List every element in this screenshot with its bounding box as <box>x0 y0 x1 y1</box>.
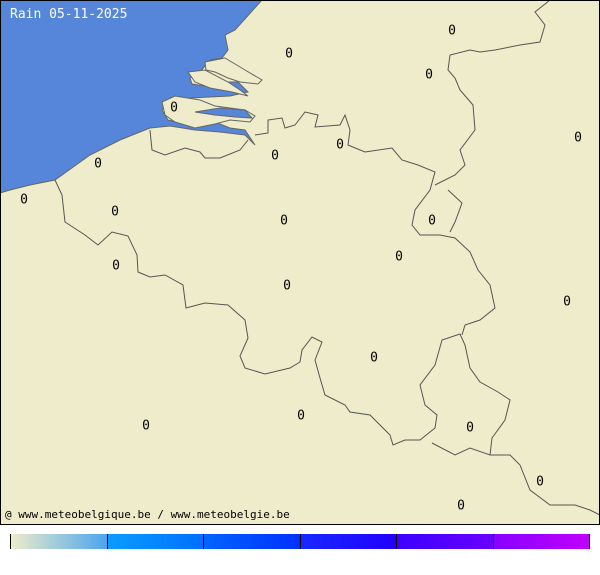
colorbar-segment <box>106 534 203 549</box>
station-value: 0 <box>370 350 378 366</box>
station-value: 0 <box>20 192 28 208</box>
station-value: 0 <box>336 137 344 153</box>
station-value: 0 <box>428 213 436 229</box>
station-value: 0 <box>285 46 293 62</box>
station-value: 0 <box>457 498 465 514</box>
station-value: 0 <box>536 474 544 490</box>
station-value: 0 <box>112 258 120 274</box>
station-value: 0 <box>574 130 582 146</box>
station-value: 0 <box>297 408 305 424</box>
station-value: 0 <box>283 278 291 294</box>
inlet <box>194 107 254 119</box>
credit-text: @ www.meteobelgique.be / www.meteobelgie… <box>5 508 290 521</box>
colorbar-segment <box>299 534 396 549</box>
station-value: 0 <box>448 23 456 39</box>
station-value: 0 <box>142 418 150 434</box>
map-title: Rain 05-11-2025 <box>10 7 128 22</box>
station-value: 0 <box>170 100 178 116</box>
station-value: 0 <box>563 294 571 310</box>
borders <box>54 0 600 516</box>
station-value: 0 <box>271 148 279 164</box>
colorbar-segment <box>10 534 107 549</box>
colorbar-legend <box>10 534 590 549</box>
station-value: 0 <box>111 204 119 220</box>
station-value: 0 <box>425 67 433 83</box>
station-value: 0 <box>466 420 474 436</box>
colorbar-segment <box>396 534 493 549</box>
station-value: 0 <box>280 213 288 229</box>
island-2 <box>187 69 249 97</box>
rain-map <box>0 0 600 525</box>
colorbar-segment <box>492 534 590 549</box>
station-value: 0 <box>395 249 403 265</box>
colorbar-segment <box>203 534 300 549</box>
station-value: 0 <box>94 156 102 172</box>
island-1 <box>204 57 263 85</box>
